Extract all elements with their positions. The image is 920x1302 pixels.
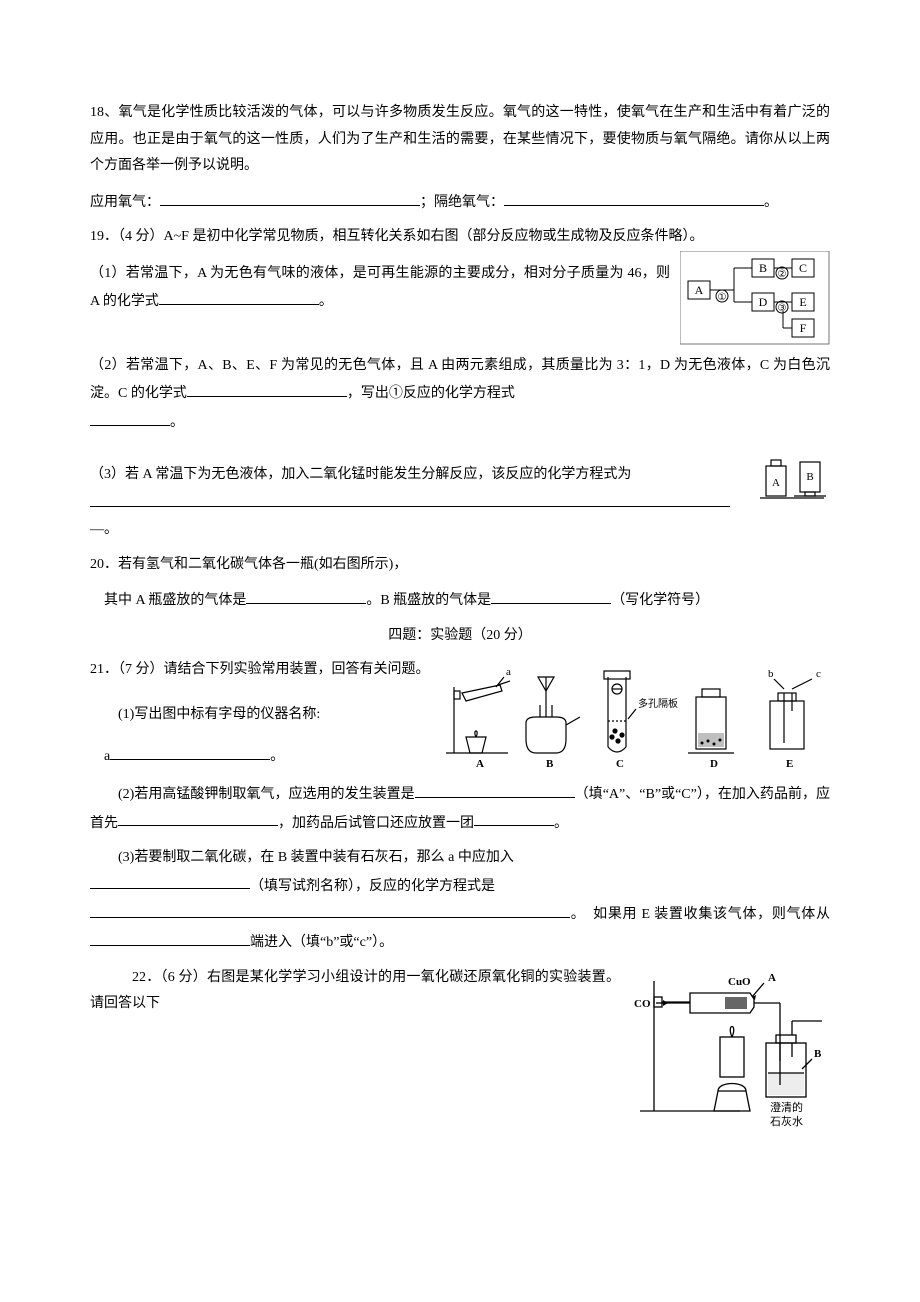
q19-p2: （2）若常温下，A、B、E、F 为常见的无色气体，且 A 由两元素组成，其质量比… [90,353,830,436]
q19-p2-b: ，写出①反应的化学方程式 [347,386,515,401]
q18-fill: 应用氧气： ；隔绝氧气： 。 [90,188,830,216]
svg-text:B: B [759,261,767,275]
q20-blank-b[interactable] [491,586,611,604]
q19-p3-blank[interactable] [90,489,730,507]
q21-p3-a: (3)若要制取二氧化碳，在 B 装置中装有石灰石，那么 a 中应加入 [118,850,514,865]
q19-p3-cont: — [90,522,104,537]
svg-text:B: B [814,1048,822,1060]
svg-text:澄清的: 澄清的 [770,1100,803,1114]
q21-p2-blank3[interactable] [474,809,554,827]
q21-block: A a B [90,657,830,772]
q20-b: 。B 瓶盛放的气体是 [366,593,491,608]
q18-text: 18、氧气是化学性质比较活泼的气体，可以与许多物质发生反应。氧气的这一特性，使氧… [90,100,830,180]
q21-p2: (2)若用高锰酸钾制取氧气，应选用的发生装置是（填“A”、“B”或“C”），在加… [90,780,830,837]
q19-diagram: A B C D E F [680,251,830,345]
q18-isolate-blank[interactable] [504,188,764,206]
q20-a: 其中 A 瓶盛放的气体是 [104,593,246,608]
q20-line2: 其中 A 瓶盛放的气体是 。B 瓶盛放的气体是 （写化学符号） [90,586,830,614]
svg-text:石灰水: 石灰水 [770,1114,803,1128]
svg-text:C: C [616,758,624,770]
q19-heading: 19．（4 分）A~F 是初中化学常见物质，相互转化关系如右图（部分反应物或生成… [90,224,830,251]
svg-text:c: c [816,668,821,680]
q21-p2-end: 。 [554,815,568,830]
q18-isolate-label: ；隔绝氧气： [420,195,504,210]
q19-p3: A B （3）若 A 常温下为无色液体，加入二氧化锰时能发生分解反应，该反应的化… [90,462,830,544]
svg-text:②: ② [778,269,787,280]
svg-text:D: D [759,295,768,309]
svg-text:B: B [806,471,813,483]
svg-text:F: F [800,321,807,335]
q18-apply-label: 应用氧气： [90,195,160,210]
svg-text:E: E [786,758,793,770]
q20-blank-a[interactable] [246,586,366,604]
svg-text:CuO: CuO [728,976,751,988]
svg-text:E: E [799,295,806,309]
q21-p3-blank1[interactable] [90,872,250,890]
q19-p3-end: 。 [104,522,118,537]
svg-text:a: a [506,666,511,678]
q21-a-blank[interactable] [110,742,270,760]
q19-p2-blank1[interactable] [187,379,347,397]
svg-text:D: D [710,758,718,770]
svg-text:A: A [476,758,484,770]
q22-block: CuO A CO [90,965,830,1131]
q21-p3: (3)若要制取二氧化碳，在 B 装置中装有石灰石，那么 a 中应加入 （填写试剂… [90,845,830,957]
q21-p2-c: ，加药品后试管口还应放置一团 [278,815,474,830]
q22-diagram: CuO A CO [630,961,830,1131]
q19-p3-text: （3）若 A 常温下为无色液体，加入二氧化锰时能发生分解反应，该反应的化学方程式… [90,467,631,482]
svg-text:b: b [768,668,774,680]
q20-bottles-icon: A B [760,456,830,502]
q21-p2-blank1[interactable] [415,780,575,798]
svg-text:多孔隔板: 多孔隔板 [638,697,678,710]
svg-text:CO: CO [634,998,651,1010]
q21-p3-d: 端进入（填“b”或“c”）。 [250,935,393,950]
q21-p3-blank2[interactable] [90,900,570,918]
svg-text:③: ③ [778,303,787,314]
svg-text:A: A [768,972,776,984]
svg-text:①: ① [718,292,727,303]
section-title: 四题：实验题（20 分） [90,623,830,650]
q21-p1-end: 。 [270,749,284,764]
q18-end: 。 [764,195,778,210]
q19-p2-end: 。 [170,415,184,430]
q19-p1-blank[interactable] [159,287,319,305]
svg-text:A: A [695,283,704,297]
svg-text:B: B [546,758,554,770]
q18-apply-blank[interactable] [160,188,420,206]
q21-p3-b: （填写试剂名称），反应的化学方程式是 [250,878,495,893]
svg-text:C: C [799,261,807,275]
q21-p3-blank3[interactable] [90,928,250,946]
q20-line1: 20．若有氢气和二氧化碳气体各一瓶(如右图所示)， [90,552,830,579]
q20-c: （写化学符号） [611,593,709,608]
q19-p2-blank2[interactable] [90,408,170,426]
q21-p2-blank2[interactable] [118,809,278,827]
svg-text:A: A [772,477,780,489]
q21-p2-a: (2)若用高锰酸钾制取氧气，应选用的发生装置是 [118,787,415,802]
q21-apparatus-diagram: A a B [440,657,830,772]
q21-p3-c: 。 如果用 E 装置收集该气体，则气体从 [570,907,830,922]
q19-block: 19．（4 分）A~F 是初中化学常见物质，相互转化关系如右图（部分反应物或生成… [90,224,830,345]
q19-p1-end: 。 [319,294,333,309]
